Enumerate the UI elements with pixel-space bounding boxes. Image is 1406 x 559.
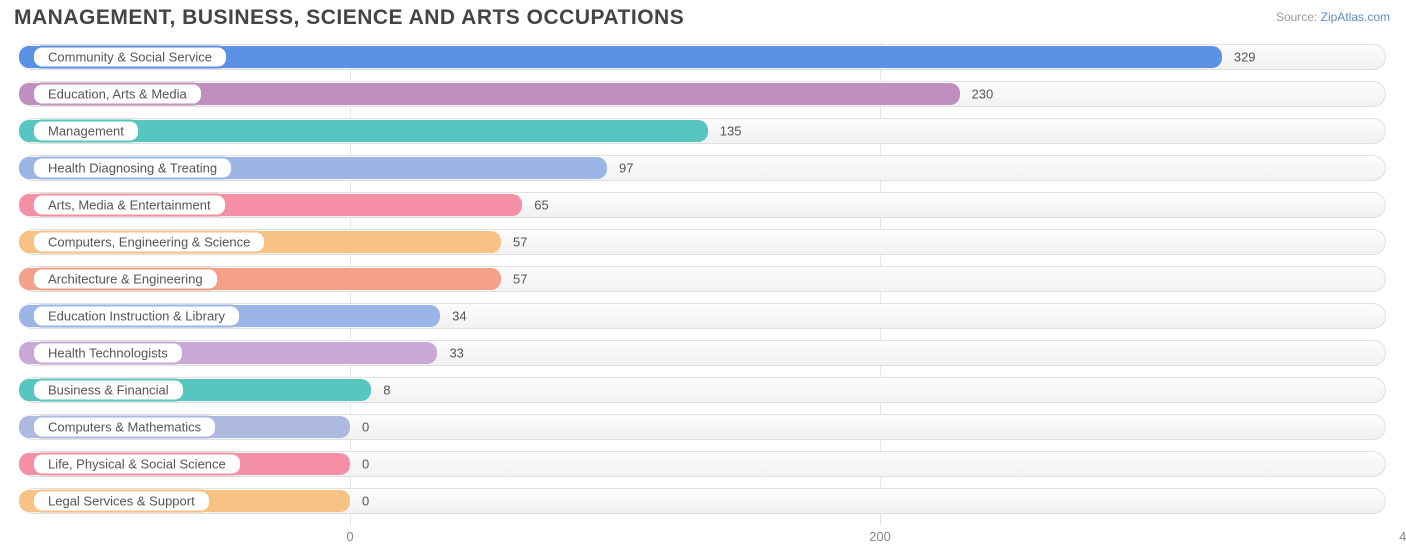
- bar-row: Life, Physical & Social Science 0: [14, 449, 1392, 479]
- bar-value: 0: [362, 457, 369, 472]
- bar-row: Computers, Engineering & Science 57: [14, 227, 1392, 257]
- bar-label: Community & Social Service: [32, 46, 228, 69]
- bar-row: Architecture & Engineering 57: [14, 264, 1392, 294]
- bar-label: Health Diagnosing & Treating: [32, 157, 233, 180]
- bar-label: Legal Services & Support: [32, 490, 211, 513]
- x-tick-label: 0: [346, 529, 353, 544]
- bar-row: Health Diagnosing & Treating 97: [14, 153, 1392, 183]
- bar-value: 34: [452, 309, 466, 324]
- source-attribution: Source: ZipAtlas.com: [1276, 10, 1390, 24]
- bar-row: Health Technologists 33: [14, 338, 1392, 368]
- bar-label: Health Technologists: [32, 342, 184, 365]
- x-axis: 0200400: [14, 525, 1392, 551]
- bar-label: Computers & Mathematics: [32, 416, 217, 439]
- bar-label: Life, Physical & Social Science: [32, 453, 242, 476]
- bar-label: Arts, Media & Entertainment: [32, 194, 227, 217]
- bar-label: Architecture & Engineering: [32, 268, 219, 291]
- source-link[interactable]: ZipAtlas.com: [1321, 10, 1390, 24]
- bar-value: 329: [1234, 50, 1256, 65]
- bar-value: 33: [449, 346, 463, 361]
- bar-label: Business & Financial: [32, 379, 185, 402]
- bar-value: 97: [619, 161, 633, 176]
- plot-area: Community & Social Service 329 Education, …: [14, 42, 1392, 525]
- bar-row: Arts, Media & Entertainment 65: [14, 190, 1392, 220]
- chart-title: MANAGEMENT, BUSINESS, SCIENCE AND ARTS O…: [14, 6, 684, 30]
- bar-value: 65: [534, 198, 548, 213]
- chart-area: Community & Social Service 329 Education, …: [14, 42, 1392, 551]
- source-prefix: Source:: [1276, 10, 1321, 24]
- x-tick-label: 400: [1399, 529, 1406, 544]
- bar-row: Management 135: [14, 116, 1392, 146]
- bar-value: 57: [513, 272, 527, 287]
- bar-value: 57: [513, 235, 527, 250]
- bar-row: Computers & Mathematics 0: [14, 412, 1392, 442]
- bar-label: Management: [32, 120, 140, 143]
- bar-row: Education Instruction & Library 34: [14, 301, 1392, 331]
- bar-label: Education Instruction & Library: [32, 305, 241, 328]
- bar-row: Business & Financial 8: [14, 375, 1392, 405]
- bar-row: Education, Arts & Media 230: [14, 79, 1392, 109]
- bar-label: Computers, Engineering & Science: [32, 231, 266, 254]
- bar-value: 8: [383, 383, 390, 398]
- x-tick-label: 200: [869, 529, 891, 544]
- bar-row: Legal Services & Support 0: [14, 486, 1392, 516]
- bar-value: 135: [720, 124, 742, 139]
- bar-row: Community & Social Service 329: [14, 42, 1392, 72]
- bar-value: 0: [362, 420, 369, 435]
- bar-value: 230: [972, 87, 994, 102]
- bar-label: Education, Arts & Media: [32, 83, 203, 106]
- bar-value: 0: [362, 494, 369, 509]
